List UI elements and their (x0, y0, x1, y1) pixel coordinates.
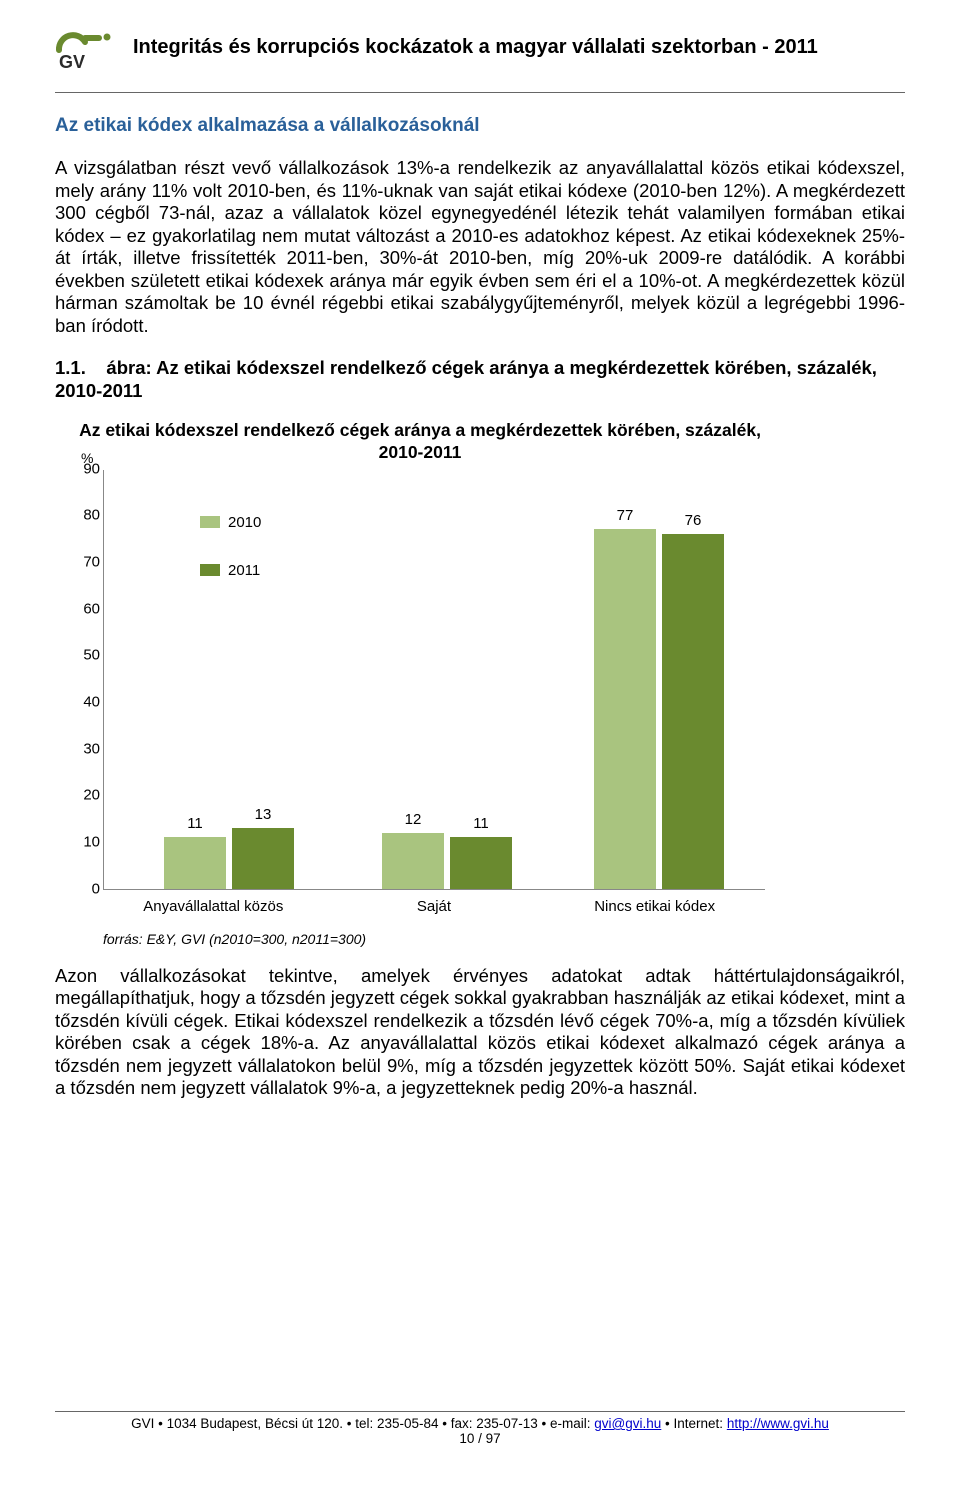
chart-bar-value: 12 (382, 811, 444, 828)
chart-x-label: Saját (349, 898, 519, 915)
chart-bar-value: 11 (450, 815, 512, 832)
chart-bar-value: 77 (594, 507, 656, 524)
legend-label: 2010 (228, 514, 261, 531)
footer-internet-label: • Internet: (661, 1416, 727, 1431)
chart-ytick: 30 (70, 740, 100, 757)
chart-ytick: 40 (70, 693, 100, 710)
legend-swatch (200, 516, 220, 528)
chart-bar-value: 13 (232, 806, 294, 823)
chart-x-label: Anyavállalattal közös (128, 898, 298, 915)
chart-ytick: 70 (70, 553, 100, 570)
chart-source-note: forrás: E&Y, GVI (n2010=300, n2011=300) (103, 931, 905, 947)
chart-legend-item: 2011 (200, 562, 260, 579)
page-header: GV Integritás és korrupciós kockázatok a… (55, 30, 905, 76)
page-number: 10 / 97 (55, 1431, 905, 1446)
chart-bar-value: 11 (164, 815, 226, 832)
footer-divider (55, 1411, 905, 1412)
chart-bar-group: 1211 (382, 833, 512, 889)
chart-ytick: 90 (70, 460, 100, 477)
legend-label: 2011 (228, 562, 260, 579)
chart-bar-group: 1113 (164, 828, 294, 889)
chart-bar-value: 76 (662, 512, 724, 529)
ethics-code-chart: Az etikai kódexszel rendelkező cégek ará… (75, 420, 765, 915)
paragraph-2: Azon vállalkozásokat tekintve, amelyek é… (55, 965, 905, 1100)
chart-ytick: 10 (70, 833, 100, 850)
chart-ytick: 80 (70, 507, 100, 524)
figure-caption: 1.1. ábra: Az etikai kódexszel rendelkez… (55, 356, 905, 402)
chart-bar-group: 7776 (594, 529, 724, 888)
chart-bar: 11 (164, 837, 226, 888)
header-divider (55, 92, 905, 93)
chart-bar: 13 (232, 828, 294, 889)
chart-bar: 11 (450, 837, 512, 888)
page-footer: GVI • 1034 Budapest, Bécsi út 120. • tel… (55, 1411, 905, 1446)
chart-bar: 77 (594, 529, 656, 888)
chart-bar: 12 (382, 833, 444, 889)
svg-text:GV: GV (59, 52, 85, 70)
footer-address: GVI • 1034 Budapest, Bécsi út 120. • tel… (131, 1416, 594, 1431)
legend-swatch (200, 564, 220, 576)
chart-x-axis: Anyavállalattal közös Saját Nincs etikai k… (103, 898, 765, 915)
footer-url-link[interactable]: http://www.gvi.hu (727, 1416, 829, 1431)
footer-email-link[interactable]: gvi@gvi.hu (594, 1416, 661, 1431)
chart-ytick: 0 (70, 880, 100, 897)
footer-line: GVI • 1034 Budapest, Bécsi út 120. • tel… (55, 1416, 905, 1431)
paragraph-1: A vizsgálatban részt vevő vállalkozások … (55, 157, 905, 338)
section-heading: Az etikai kódex alkalmazása a vállalkozá… (55, 115, 905, 137)
chart-ytick: 60 (70, 600, 100, 617)
chart-legend-item: 2010 (200, 514, 261, 531)
chart-x-label: Nincs etikai kódex (570, 898, 740, 915)
gvi-logo: GV (55, 30, 115, 70)
chart-title: Az etikai kódexszel rendelkező cégek ará… (75, 420, 765, 464)
chart-bar: 76 (662, 534, 724, 889)
chart-ytick: 50 (70, 647, 100, 664)
chart-plot-area: 010203040506070809020102011111312117776 (103, 470, 765, 890)
document-title: Integritás és korrupciós kockázatok a ma… (133, 30, 818, 60)
chart-ytick: 20 (70, 787, 100, 804)
